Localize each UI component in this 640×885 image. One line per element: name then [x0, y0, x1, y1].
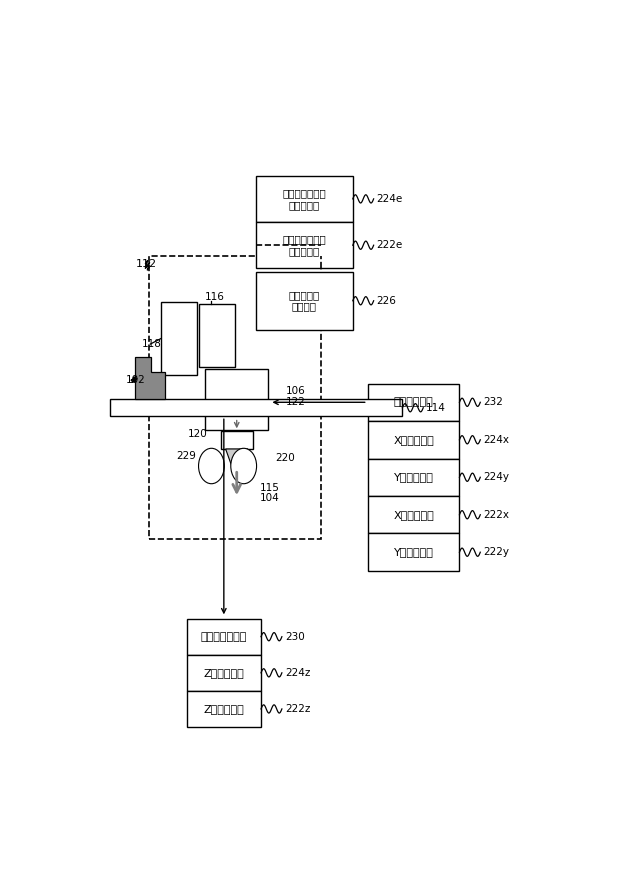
Text: 118: 118 [141, 340, 161, 350]
Text: 224e: 224e [376, 194, 403, 204]
Circle shape [198, 449, 225, 484]
Bar [367, 458, 460, 496]
Bar [205, 368, 269, 430]
Text: 112: 112 [136, 259, 157, 269]
Bar [187, 655, 261, 691]
Text: Z速度センサ: Z速度センサ [204, 668, 244, 678]
Text: 120: 120 [188, 429, 208, 439]
Text: 226: 226 [376, 296, 397, 305]
Bar [256, 272, 353, 330]
Text: 102: 102 [125, 375, 145, 385]
Bar [199, 304, 235, 367]
Text: Y速度センサ: Y速度センサ [394, 473, 433, 482]
Bar [110, 399, 403, 416]
Text: 222e: 222e [376, 240, 403, 250]
Text: エクストルーダ
速度センサ: エクストルーダ 速度センサ [283, 189, 326, 210]
Text: 222z: 222z [285, 704, 310, 714]
Bar [256, 222, 353, 268]
Text: エクストルーダ
電流センサ: エクストルーダ 電流センサ [283, 235, 326, 256]
Text: 230: 230 [285, 632, 305, 642]
Text: Y電流センサ: Y電流センサ [394, 547, 433, 558]
Text: 232: 232 [483, 397, 503, 407]
Text: X速度センサ: X速度センサ [393, 435, 434, 445]
Text: 220: 220 [275, 453, 294, 463]
Circle shape [231, 449, 257, 484]
Polygon shape [134, 357, 165, 399]
Text: 114: 114 [426, 403, 446, 412]
Text: プレート駆動部: プレート駆動部 [201, 632, 247, 642]
Text: 116: 116 [205, 292, 225, 302]
Text: 222x: 222x [483, 510, 509, 519]
Bar [367, 383, 460, 421]
Text: 115: 115 [260, 483, 280, 493]
Text: 222y: 222y [483, 547, 509, 558]
Polygon shape [226, 449, 248, 469]
Text: 122: 122 [286, 397, 306, 407]
Text: X電流センサ: X電流センサ [393, 510, 434, 519]
Bar [150, 256, 321, 539]
Bar [367, 496, 460, 534]
Text: 229: 229 [177, 451, 196, 461]
Bar [367, 534, 460, 571]
Text: フィラメン
ト供給部: フィラメン ト供給部 [289, 290, 320, 312]
Bar [221, 431, 253, 449]
Text: 224y: 224y [483, 473, 509, 482]
Bar [161, 302, 196, 375]
Bar [187, 619, 261, 655]
Bar [187, 691, 261, 727]
Bar [256, 176, 353, 222]
Text: Z電流センサ: Z電流センサ [204, 704, 244, 714]
Text: ヘッド駆動部: ヘッド駆動部 [394, 397, 433, 407]
Bar [367, 421, 460, 458]
Text: 224x: 224x [483, 435, 509, 445]
Text: 106: 106 [286, 387, 305, 396]
Text: 224z: 224z [285, 668, 310, 678]
Text: 104: 104 [260, 494, 279, 504]
